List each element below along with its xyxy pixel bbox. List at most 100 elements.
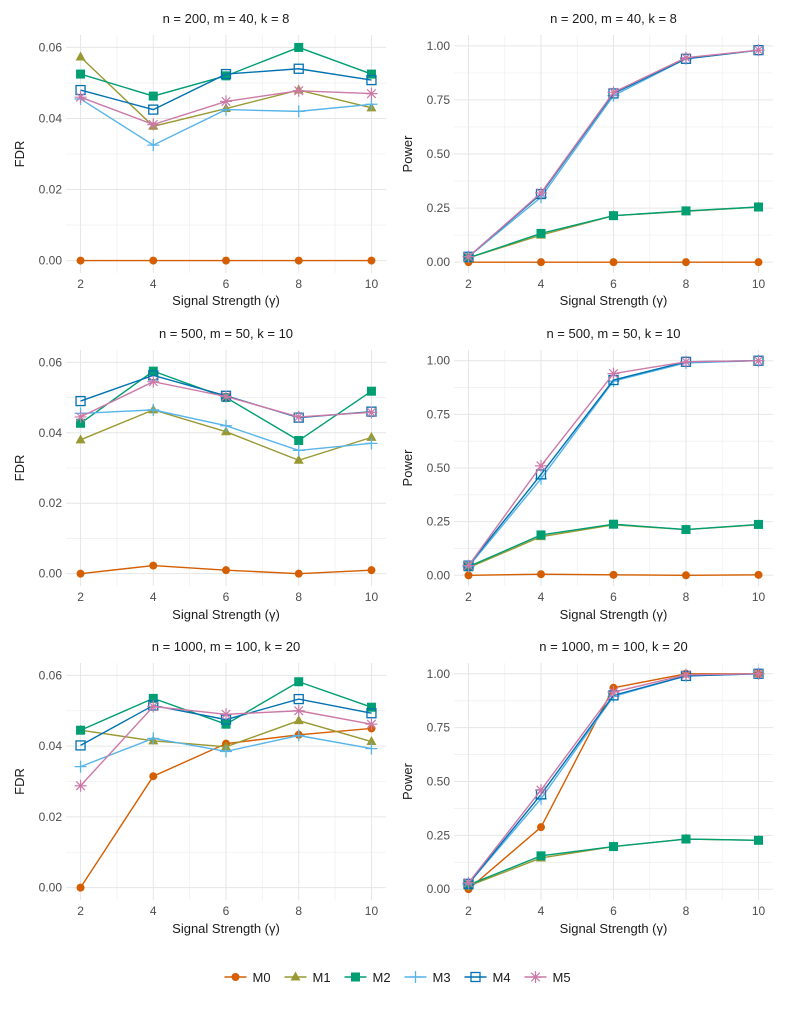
x-axis-title: Signal Strength (γ): [560, 921, 668, 936]
data-point: [75, 51, 86, 61]
y-tick-label: 0.75: [427, 721, 451, 735]
data-point: [220, 745, 232, 758]
data-point: [752, 44, 765, 57]
x-tick-label: 2: [465, 277, 472, 291]
legend-item-M3: M3: [404, 970, 451, 985]
y-tick-label: 0.06: [39, 668, 63, 682]
data-point: [536, 851, 546, 861]
panel-title: n = 200, m = 40, k = 8: [550, 11, 677, 26]
data-point: [149, 561, 158, 570]
data-point: [147, 403, 160, 416]
y-tick-label: 0.02: [39, 183, 63, 197]
x-tick-label: 10: [365, 277, 379, 291]
legend-key-marker: [290, 971, 301, 981]
y-axis-title: FDR: [12, 455, 27, 482]
panel-title: n = 500, m = 50, k = 10: [159, 326, 293, 341]
data-point: [74, 779, 87, 792]
data-point: [609, 570, 618, 579]
y-tick-label: 0.00: [39, 881, 63, 895]
y-tick-label: 0.75: [427, 407, 451, 421]
y-tick-label: 0.50: [427, 775, 451, 789]
x-tick-label: 2: [77, 904, 84, 918]
x-tick-label: 6: [223, 277, 230, 291]
data-point: [221, 71, 231, 81]
y-tick-label: 0.00: [427, 882, 451, 896]
data-point: [366, 69, 376, 79]
data-point: [74, 410, 87, 423]
y-axis-title: Power: [400, 135, 415, 173]
x-tick-label: 6: [223, 904, 230, 918]
data-point: [220, 95, 232, 108]
data-point: [220, 419, 232, 432]
data-point: [149, 772, 158, 781]
x-tick-label: 4: [538, 277, 545, 291]
x-tick-label: 4: [150, 277, 157, 291]
x-axis-title: Signal Strength (γ): [560, 293, 668, 308]
data-point: [75, 395, 86, 407]
data-point: [148, 693, 158, 703]
data-point: [147, 700, 160, 713]
series-M0: [464, 570, 763, 580]
x-tick-label: 4: [150, 904, 157, 918]
data-point: [147, 375, 160, 388]
panel-title: n = 1000, m = 100, k = 20: [539, 639, 688, 654]
data-point: [365, 718, 378, 731]
data-point: [537, 258, 545, 267]
series-M5: [74, 700, 378, 792]
data-point: [680, 355, 692, 368]
data-point: [681, 525, 691, 535]
data-point: [462, 250, 475, 263]
panel-6: 2 4 6 8 10 0.00 0.25 0.50 0.75 1.00 n = 1000, m = …: [400, 639, 773, 936]
data-point: [366, 74, 377, 86]
series-M0: [76, 256, 376, 265]
data-point: [147, 732, 160, 745]
data-point: [294, 436, 304, 446]
panel-title: n = 500, m = 50, k = 10: [546, 326, 680, 341]
series-M5: [462, 44, 765, 263]
panel-2: 2 4 6 8 10 0.00 0.25 0.50 0.75 1.00 n = 200, m = 4…: [400, 11, 773, 308]
data-point: [294, 42, 304, 52]
data-point: [366, 386, 376, 396]
data-point: [537, 570, 545, 579]
data-point: [293, 715, 304, 725]
data-point: [147, 118, 160, 131]
y-tick-label: 0.04: [39, 739, 63, 753]
data-point: [366, 736, 377, 746]
data-point: [681, 206, 691, 216]
legend-key-marker: [470, 971, 481, 983]
y-tick-label: 0.00: [39, 567, 63, 581]
data-point: [293, 63, 304, 74]
data-point: [222, 566, 230, 575]
panels: 2 4 6 8 10 0.00 0.02 0.04 0.06 n = 200, m = 40, k…: [12, 11, 773, 936]
data-point: [74, 91, 87, 104]
panel-title: n = 1000, m = 100, k = 20: [152, 639, 301, 654]
data-point: [292, 84, 305, 97]
data-point: [292, 410, 305, 423]
legend-label: M5: [553, 970, 571, 985]
x-axis-title: Signal Strength (γ): [172, 921, 280, 936]
legend-item-M0: M0: [224, 970, 271, 985]
data-point: [607, 367, 620, 380]
y-tick-label: 0.00: [427, 255, 451, 269]
legend-key-marker: [529, 971, 542, 983]
data-point: [462, 559, 475, 572]
y-axis-title: FDR: [12, 141, 27, 168]
data-point: [754, 519, 763, 529]
x-tick-label: 10: [365, 904, 379, 918]
series-M5: [74, 84, 378, 131]
data-point: [680, 668, 692, 681]
data-point: [76, 569, 85, 578]
y-tick-label: 0.06: [39, 40, 63, 54]
data-point: [754, 202, 763, 212]
legend-label: M4: [493, 970, 511, 985]
data-point: [220, 708, 232, 721]
data-point: [366, 702, 376, 712]
y-tick-label: 0.25: [427, 201, 451, 215]
data-point: [366, 708, 377, 719]
data-point: [462, 876, 475, 889]
data-point: [149, 256, 158, 265]
data-point: [76, 256, 85, 265]
data-point: [220, 68, 232, 80]
x-tick-label: 8: [683, 277, 690, 291]
x-tick-label: 10: [752, 277, 766, 291]
